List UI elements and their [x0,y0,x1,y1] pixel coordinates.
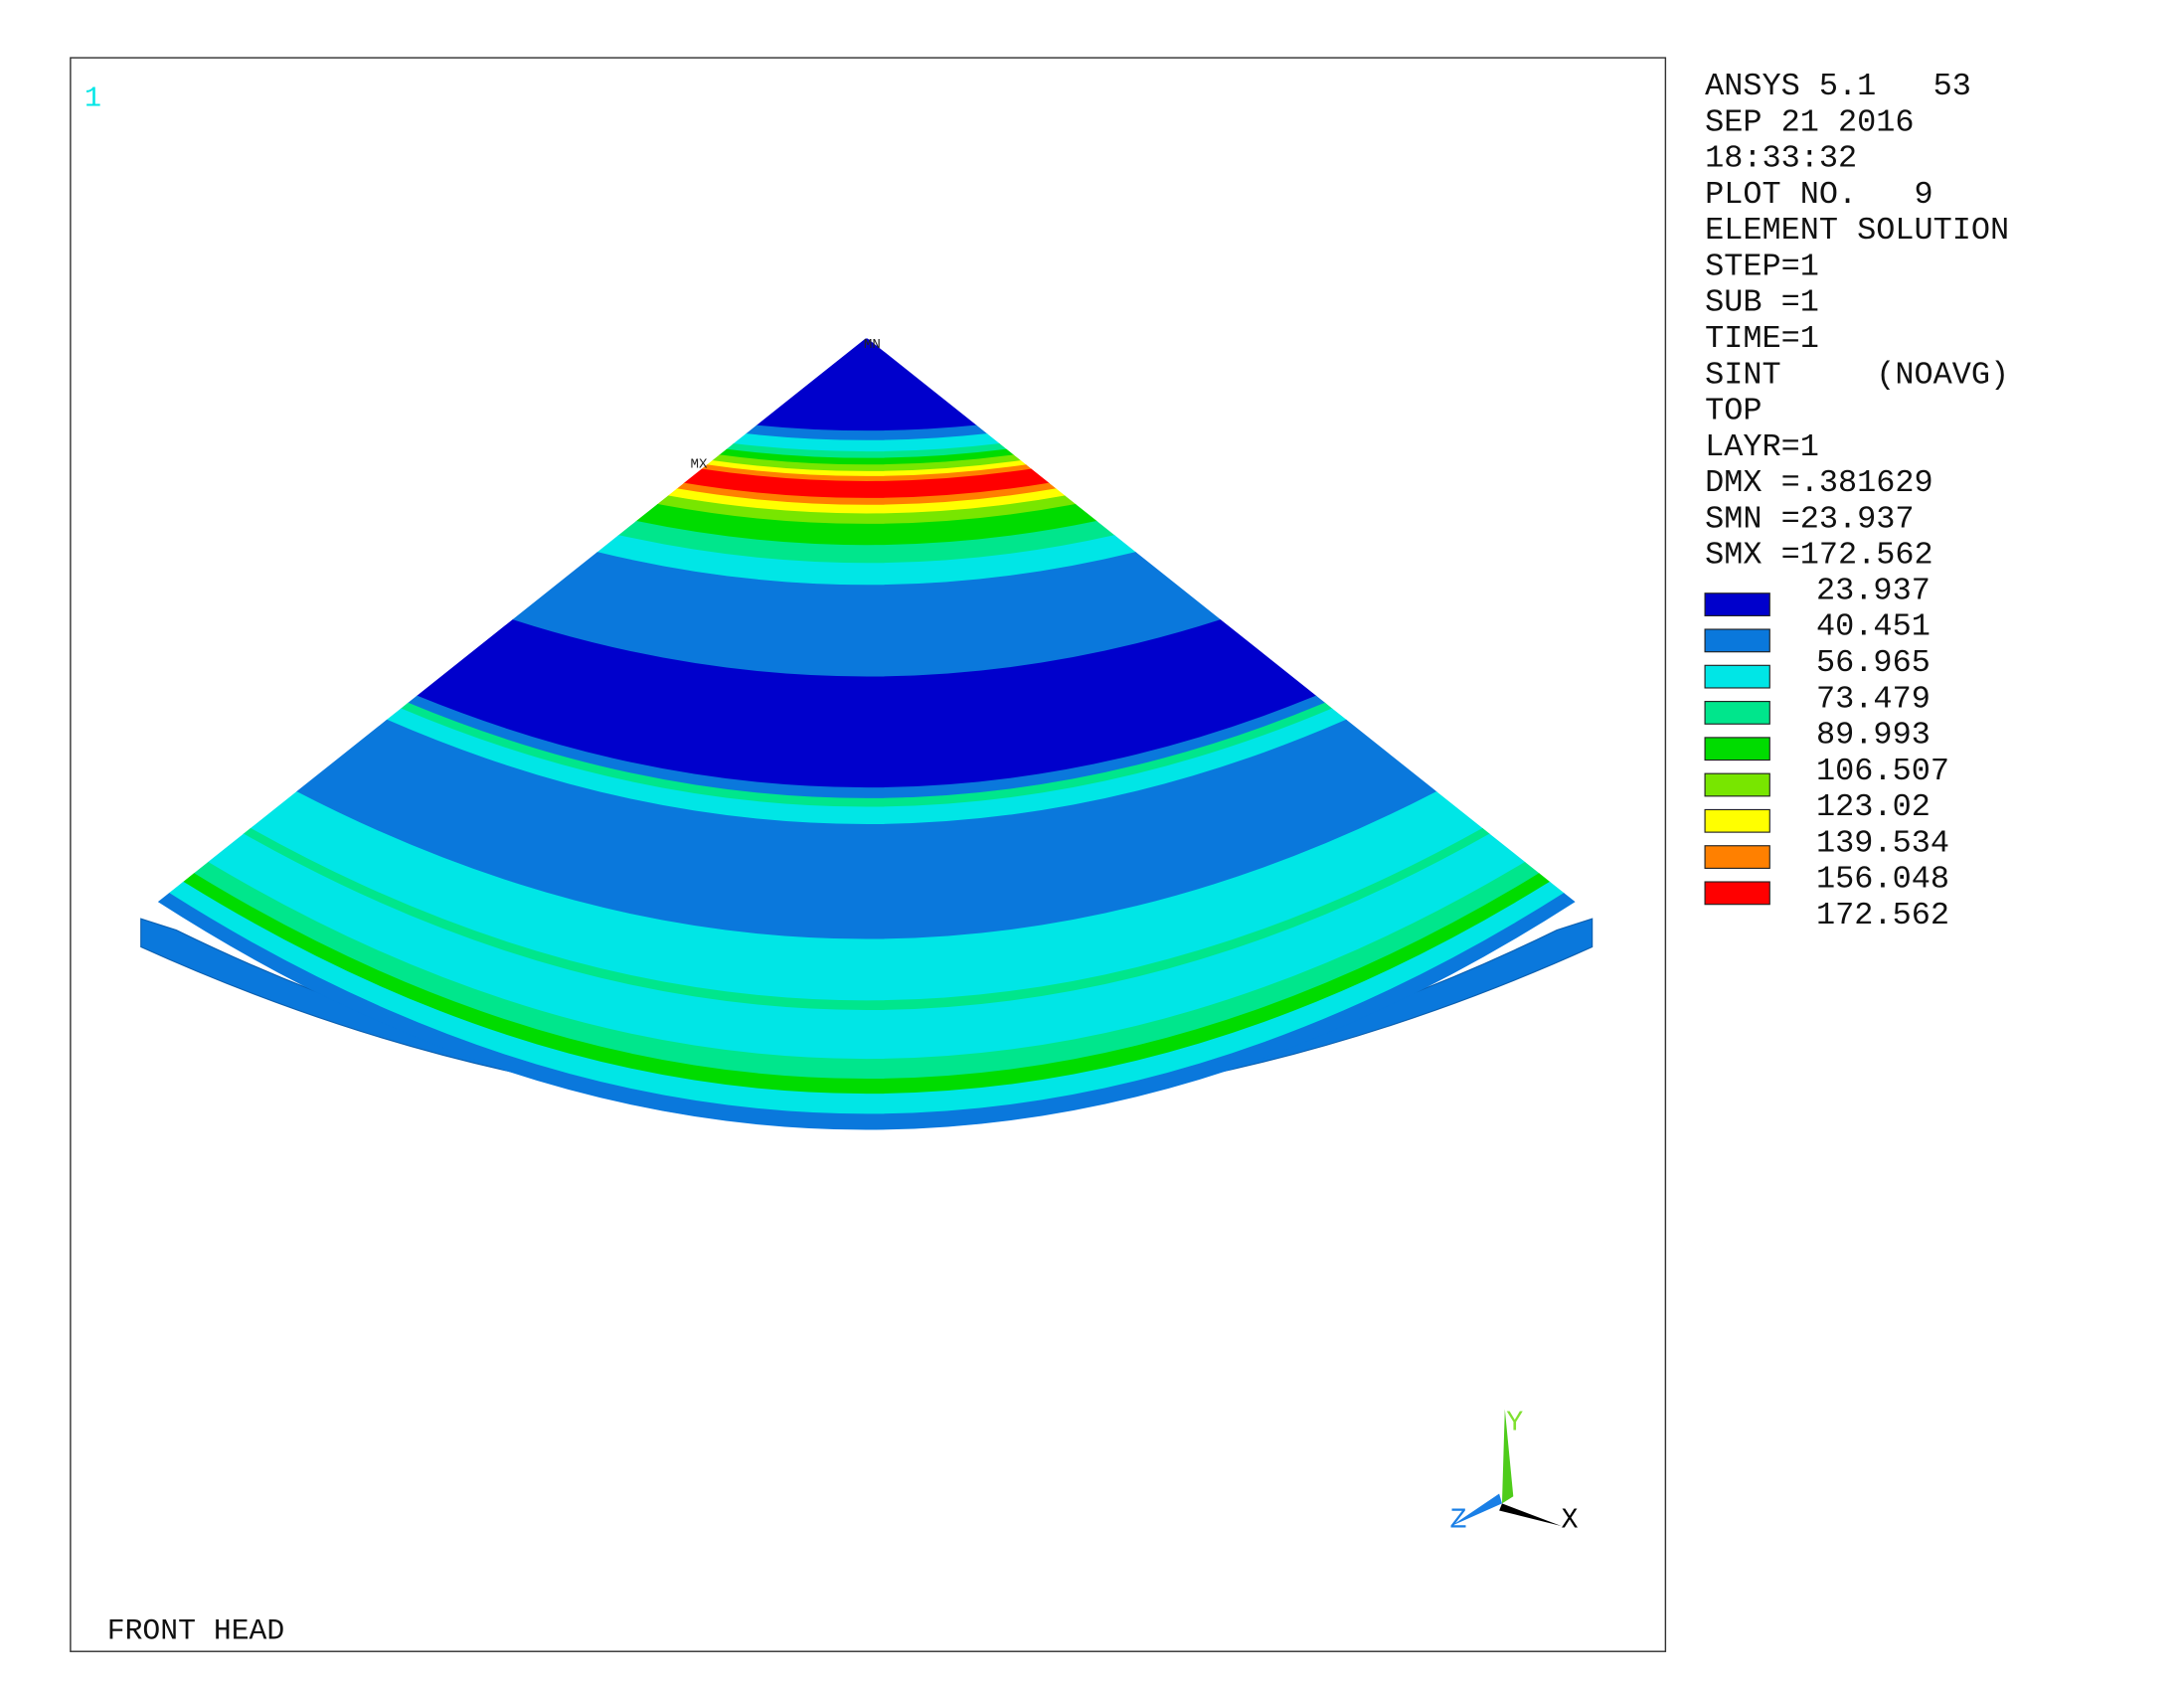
legend-label: 40.451 [1816,608,1931,645]
footer-title: FRONT HEAD [107,1613,285,1647]
legend-swatch [1704,664,1770,689]
info-line: SMN =23.937 [1705,500,1914,537]
legend-label: 172.562 [1816,897,1949,933]
info-line: SMX =172.562 [1705,537,1933,574]
info-line: TIME=1 [1705,320,1819,357]
triad-x-label: X [1561,1503,1578,1536]
legend-swatch [1704,772,1770,797]
legend-label: 123.02 [1816,788,1931,825]
info-line: ANSYS 5.1 53 [1705,68,1971,104]
min-marker: MN [864,337,881,353]
triad-z-label: Z [1450,1503,1467,1536]
info-line: SEP 21 2016 [1705,103,1914,140]
legend-swatch [1704,701,1770,725]
legend-swatch [1704,881,1770,906]
legend-label: 56.965 [1816,644,1931,681]
legend-label: 73.479 [1816,680,1931,717]
axis-triad: Y X Z [1450,1407,1579,1537]
legend-label: 89.993 [1816,717,1931,754]
contour-model [140,338,1594,1130]
legend-label: 106.507 [1816,753,1949,789]
info-line: SUB =1 [1705,284,1819,321]
legend-label: 23.937 [1816,572,1931,608]
triad-y-axis [1501,1409,1514,1504]
max-marker: MX [691,457,708,473]
triad-z-axis [1450,1493,1502,1527]
triad-y-label: Y [1506,1407,1523,1439]
info-line: STEP=1 [1705,248,1819,284]
triad-x-axis [1499,1503,1562,1527]
info-line: 18:33:32 [1705,140,1857,177]
legend-swatch [1704,845,1770,869]
legend-swatch [1704,592,1770,616]
info-line: LAYR=1 [1705,428,1819,465]
info-line: TOP [1705,393,1762,429]
info-line: DMX =.381629 [1705,464,1933,501]
info-line: SINT (NOAVG) [1705,356,2009,393]
legend-label: 139.534 [1816,824,1949,861]
legend-swatch [1704,628,1770,653]
legend-swatch [1704,737,1770,761]
info-line: PLOT NO. 9 [1705,176,1933,213]
window-number: 1 [84,82,101,114]
contour-legend: 23.93740.45156.96573.47989.993106.507123… [1704,572,1949,933]
contour-band [157,893,1576,1130]
legend-swatch [1704,808,1770,833]
info-line: ELEMENT SOLUTION [1705,212,2009,249]
legend-label: 156.048 [1816,861,1949,898]
